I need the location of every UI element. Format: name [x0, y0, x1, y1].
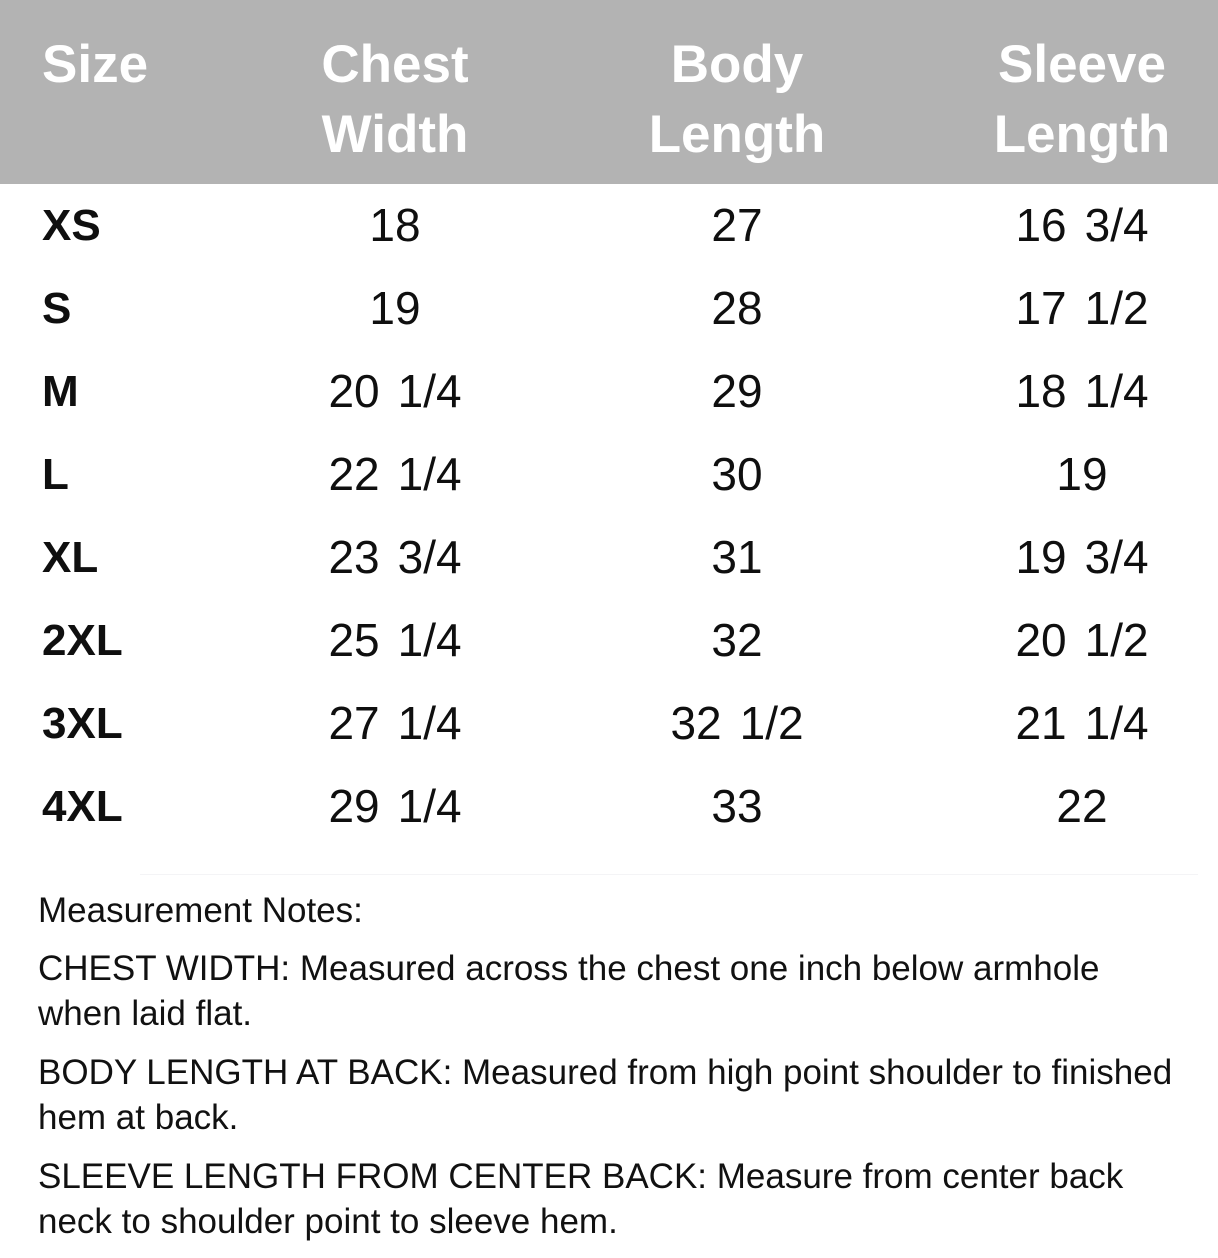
value-whole: 29: [328, 780, 380, 832]
value-whole: 18: [369, 199, 421, 251]
table-row: S 19 28 17 1/2: [0, 267, 1218, 350]
value-fraction: 1/2: [739, 697, 804, 749]
note-text: Measured across the chest one inch below…: [38, 949, 1100, 1033]
note-text: Measured from high point shoulder to fin…: [38, 1053, 1173, 1137]
value-whole: 29: [711, 365, 763, 417]
value-fraction: 1/4: [1084, 697, 1149, 749]
table-body: XS 18 27 16 3/4 S 19 28 17 1/2 M 20 1/4 29 18 1/4 L 22 1/4…: [0, 184, 1218, 874]
value-fraction: 3/4: [1084, 199, 1149, 251]
value-whole: 27: [328, 697, 380, 749]
value-fraction: 1/2: [1084, 614, 1149, 666]
note-label: CHEST WIDTH:: [38, 949, 291, 988]
cell-chest-width: 23 3/4: [245, 516, 545, 599]
value-whole: 22: [328, 448, 380, 500]
column-header-sleeve-length: Sleeve Length: [993, 35, 1171, 164]
cell-sleeve-length: 19: [932, 433, 1218, 516]
value-whole: 19: [1056, 448, 1108, 500]
value-fraction: 1/4: [397, 780, 462, 832]
value-whole: 27: [711, 199, 763, 251]
cell-size-label: L: [42, 450, 69, 499]
cell-size-label: 4XL: [42, 782, 123, 831]
value-fraction: 1/4: [397, 697, 462, 749]
table-row: 4XL 29 1/4 33 22: [0, 765, 1218, 848]
notes-list: CHEST WIDTH: Measured across the chest o…: [38, 946, 1180, 1244]
value-fraction: 1/4: [397, 614, 462, 666]
cell-chest-width: 29 1/4: [245, 765, 545, 848]
column-header-size: Size: [42, 35, 149, 94]
cell-sleeve-length: 16 3/4: [932, 184, 1218, 267]
value-whole: 22: [1056, 780, 1108, 832]
value-whole: 19: [369, 282, 421, 334]
note-item: CHEST WIDTH: Measured across the chest o…: [38, 946, 1178, 1036]
cell-size-label: XL: [42, 533, 99, 582]
cell-size-label: 2XL: [42, 616, 123, 665]
value-whole: 20: [1015, 614, 1067, 666]
value-whole: 23: [328, 531, 380, 583]
table-row: 2XL 25 1/4 32 20 1/2: [0, 599, 1218, 682]
value-fraction: 1/4: [397, 365, 462, 417]
cell-body-length: 31: [587, 516, 887, 599]
table-row: 3XL 27 1/4 32 1/2 21 1/4: [0, 682, 1218, 765]
value-fraction: 1/4: [397, 448, 462, 500]
value-whole: 21: [1015, 697, 1067, 749]
cell-sleeve-length: 19 3/4: [932, 516, 1218, 599]
cell-body-length: 32 1/2: [587, 682, 887, 765]
column-header-chest-width: Chest Width: [321, 35, 469, 164]
cell-chest-width: 22 1/4: [245, 433, 545, 516]
cell-size-label: XS: [42, 201, 101, 250]
value-fraction: 3/4: [1084, 531, 1149, 583]
cell-sleeve-length: 17 1/2: [932, 267, 1218, 350]
note-label: SLEEVE LENGTH FROM CENTER BACK:: [38, 1157, 708, 1196]
cell-body-length: 28: [587, 267, 887, 350]
value-whole: 33: [711, 780, 763, 832]
cell-body-length: 33: [587, 765, 887, 848]
value-fraction: 3/4: [397, 531, 462, 583]
value-whole: 28: [711, 282, 763, 334]
value-whole: 16: [1015, 199, 1067, 251]
value-whole: 30: [711, 448, 763, 500]
cell-sleeve-length: 20 1/2: [932, 599, 1218, 682]
cell-size-label: 3XL: [42, 699, 123, 748]
column-header-body-length: Body Length: [648, 35, 826, 164]
cell-body-length: 29: [587, 350, 887, 433]
cell-chest-width: 25 1/4: [245, 599, 545, 682]
table-row: XL 23 3/4 31 19 3/4: [0, 516, 1218, 599]
value-whole: 17: [1015, 282, 1067, 334]
note-label: BODY LENGTH AT BACK:: [38, 1053, 453, 1092]
cell-body-length: 30: [587, 433, 887, 516]
value-fraction: 1/2: [1084, 282, 1149, 334]
table-row: L 22 1/4 30 19: [0, 433, 1218, 516]
cell-size-label: S: [42, 284, 72, 333]
value-whole: 32: [711, 614, 763, 666]
cell-chest-width: 18: [245, 184, 545, 267]
value-whole: 19: [1015, 531, 1067, 583]
note-item: BODY LENGTH AT BACK: Measured from high …: [38, 1050, 1178, 1140]
value-whole: 25: [328, 614, 380, 666]
value-whole: 20: [328, 365, 380, 417]
value-whole: 32: [670, 697, 722, 749]
table-header-row: Size Chest Width Body Length Sleeve Leng…: [0, 0, 1218, 184]
cell-body-length: 32: [587, 599, 887, 682]
cell-chest-width: 19: [245, 267, 545, 350]
cell-sleeve-length: 21 1/4: [932, 682, 1218, 765]
cell-size-label: M: [42, 367, 79, 416]
table-row: XS 18 27 16 3/4: [0, 184, 1218, 267]
value-fraction: 1/4: [1084, 365, 1149, 417]
note-item: SLEEVE LENGTH FROM CENTER BACK: Measure …: [38, 1154, 1178, 1244]
notes-divider: [140, 874, 1198, 875]
cell-sleeve-length: 22: [932, 765, 1218, 848]
value-whole: 18: [1015, 365, 1067, 417]
measurement-notes: Measurement Notes: CHEST WIDTH: Measured…: [0, 884, 1218, 1258]
notes-title: Measurement Notes:: [38, 891, 363, 930]
table-row: M 20 1/4 29 18 1/4: [0, 350, 1218, 433]
cell-chest-width: 20 1/4: [245, 350, 545, 433]
cell-body-length: 27: [587, 184, 887, 267]
cell-sleeve-length: 18 1/4: [932, 350, 1218, 433]
value-whole: 31: [711, 531, 763, 583]
cell-chest-width: 27 1/4: [245, 682, 545, 765]
